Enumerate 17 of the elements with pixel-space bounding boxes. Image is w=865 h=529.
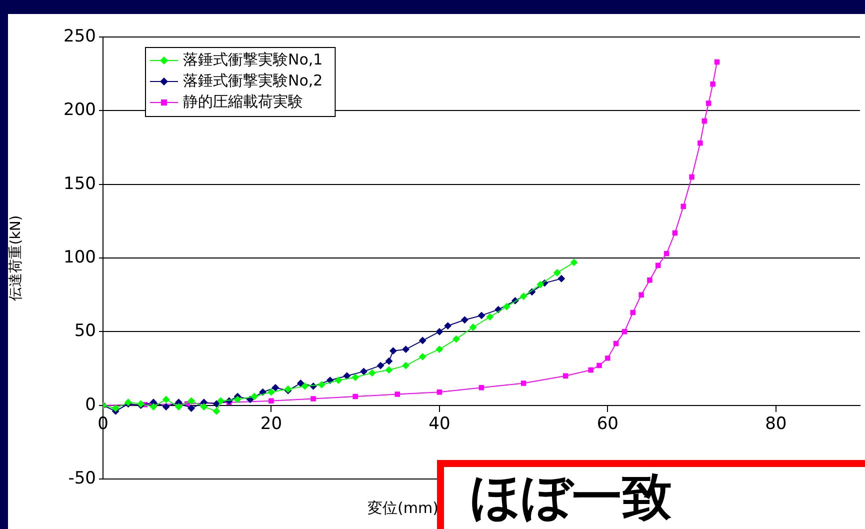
x-tick-label: 60 — [596, 414, 618, 434]
legend-label: 落錘式衝撃実験No,2 — [183, 71, 323, 90]
y-tick-label: 100 — [64, 247, 96, 268]
x-tick-label: 20 — [260, 414, 282, 434]
legend-label: 落錘式衝撃実験No,1 — [183, 50, 323, 68]
callout-box: ほぼ一致 — [437, 460, 865, 529]
y-tick-label: 0 — [85, 394, 96, 415]
y-tick-label: 50 — [74, 321, 96, 342]
y-axis-title: 伝達荷重(kN) — [8, 215, 24, 301]
legend-label: 静的圧縮載荷実験 — [183, 92, 303, 110]
x-tick-label: 80 — [765, 414, 787, 434]
y-tick-label: -50 — [68, 468, 96, 488]
y-tick-label: 250 — [64, 26, 96, 46]
x-tick-label: 40 — [428, 414, 450, 434]
y-tick-label: 200 — [64, 100, 96, 120]
y-tick-label: 150 — [64, 174, 96, 194]
x-axis-title: 変位(mm) — [368, 498, 438, 517]
